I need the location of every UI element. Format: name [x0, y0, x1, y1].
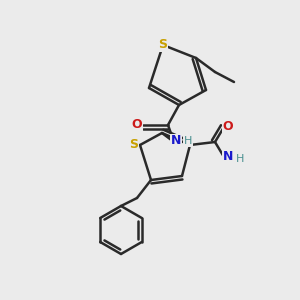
Text: S: S: [130, 139, 139, 152]
Text: O: O: [132, 118, 142, 131]
Text: O: O: [223, 121, 233, 134]
Text: N: N: [171, 134, 181, 148]
Text: S: S: [158, 38, 167, 52]
Text: N: N: [223, 151, 233, 164]
Text: H: H: [236, 154, 244, 164]
Text: H: H: [184, 136, 192, 146]
